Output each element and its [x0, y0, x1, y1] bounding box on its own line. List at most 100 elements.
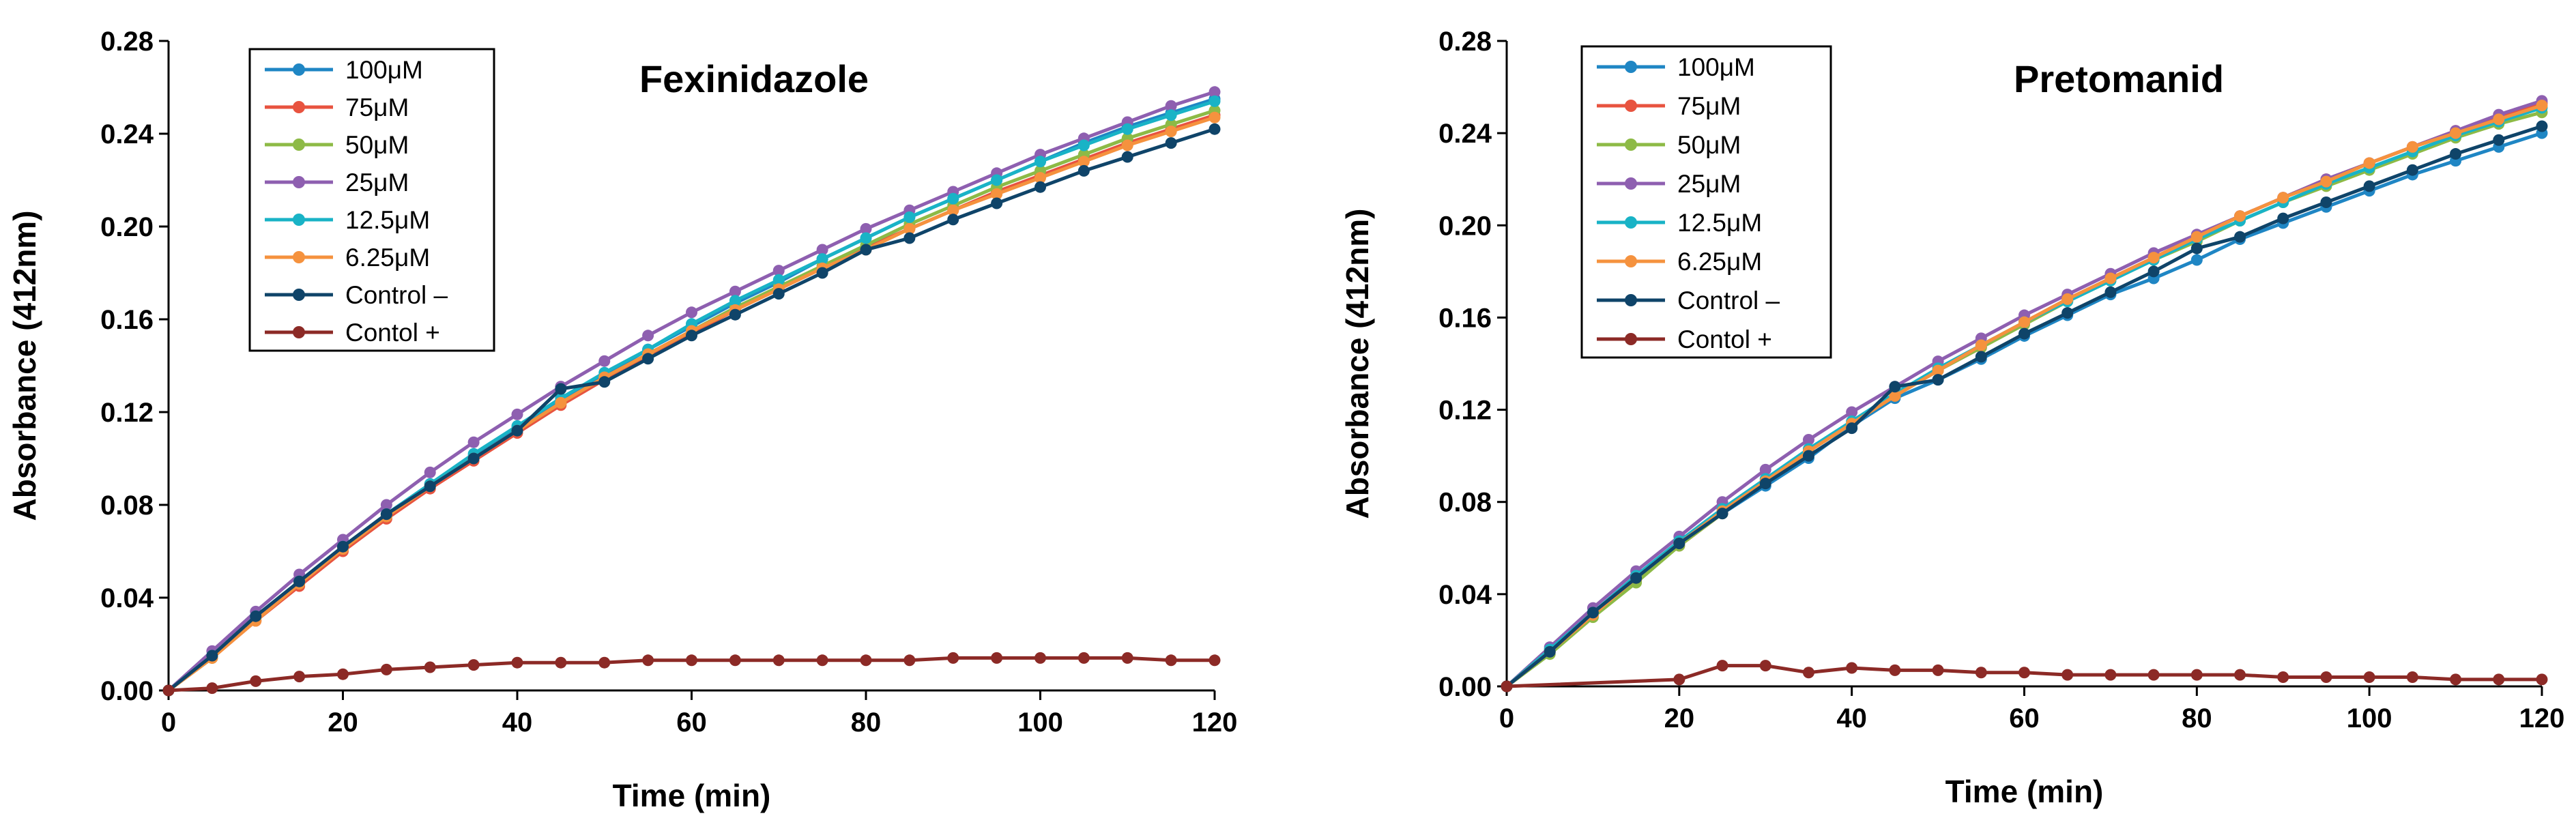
data-point — [424, 466, 436, 478]
data-point — [1846, 662, 1858, 674]
data-point — [2363, 671, 2375, 683]
data-point — [2190, 242, 2203, 254]
data-point — [816, 654, 828, 667]
y-axis-title: Absorbance (412nm) — [1340, 208, 1375, 519]
data-point — [2018, 327, 2030, 340]
legend-item: 100μM — [265, 56, 423, 84]
data-point — [947, 192, 959, 205]
data-point — [1932, 374, 1944, 386]
legend-marker — [1625, 138, 1637, 151]
y-tick-label: 0.28 — [100, 27, 154, 57]
data-point — [1716, 660, 1728, 672]
chart-panel-2: 0.00 0.04 0.08 0.12 0.16 0.20 0.24 0.28 0 20 40 60 8… — [1340, 27, 2564, 809]
data-point — [162, 684, 175, 697]
legend-label: 50μM — [1677, 131, 1741, 159]
legend-label: 100μM — [1677, 53, 1755, 81]
legend: 100μM 75μM 50μM 25μM 12.5μM 6.25μM Control – Co… — [248, 48, 495, 352]
y-tick-label: 0.20 — [100, 212, 154, 242]
chart-panel-1: 0.00 0.04 0.08 0.12 0.16 0.20 0.24 0.28 0 20 40 60 8… — [7, 27, 1237, 813]
data-point — [2147, 252, 2160, 264]
data-point — [2147, 265, 2160, 278]
legend-marker — [1625, 61, 1637, 73]
data-point — [2450, 673, 2462, 686]
x-axis-title: Time (min) — [1945, 774, 2104, 809]
data-point — [903, 232, 916, 244]
legend-item: 6.25μM — [1597, 248, 1762, 276]
legend-marker — [293, 251, 305, 263]
data-point — [250, 610, 262, 622]
data-point — [1165, 109, 1177, 121]
data-point — [991, 652, 1003, 664]
data-point — [947, 214, 959, 226]
data-point — [1587, 607, 1599, 619]
data-point — [424, 661, 436, 673]
data-point — [1630, 572, 1642, 584]
data-point — [1975, 351, 1987, 363]
x-tick-label: 0 — [1499, 703, 1514, 733]
data-point — [729, 308, 741, 321]
data-point — [1165, 126, 1177, 138]
data-point — [2320, 196, 2332, 208]
data-point — [2061, 669, 2074, 681]
legend-label: 75μM — [1677, 92, 1741, 120]
data-point — [686, 330, 697, 342]
data-point — [1889, 390, 1901, 402]
data-point — [2406, 164, 2418, 176]
x-tick-label: 120 — [2519, 703, 2565, 733]
data-point — [1165, 137, 1177, 149]
data-point — [1034, 181, 1046, 193]
data-point — [1077, 652, 1090, 664]
data-point — [1034, 156, 1046, 168]
series-8 — [162, 652, 1221, 697]
y-tick-label: 0.24 — [100, 119, 154, 149]
legend-item: 12.5μM — [265, 206, 430, 234]
data-point — [380, 663, 392, 675]
legend-box — [248, 48, 495, 352]
legend-marker — [293, 63, 305, 76]
data-point — [511, 424, 523, 437]
legend-item: 75μM — [265, 93, 409, 121]
legend-item: 75μM — [1597, 92, 1741, 120]
legend-label: 6.25μM — [1677, 248, 1762, 276]
legend-marker — [293, 326, 305, 338]
legend-label: 100μM — [345, 56, 423, 84]
data-point — [729, 285, 741, 297]
data-point — [1802, 433, 1814, 446]
data-point — [772, 265, 785, 277]
data-point — [598, 376, 611, 388]
y-tick-label: 0.16 — [100, 305, 154, 335]
data-point — [642, 330, 654, 342]
y-tick-label: 0.04 — [100, 583, 154, 613]
data-point — [1209, 111, 1221, 123]
legend-label: Contol + — [1677, 325, 1772, 353]
data-point — [2536, 100, 2548, 112]
data-point — [2277, 212, 2289, 224]
data-point — [2406, 141, 2418, 153]
data-point — [206, 650, 218, 662]
data-point — [1121, 139, 1133, 151]
x-tick-label: 20 — [1664, 703, 1695, 733]
data-point — [816, 253, 828, 265]
data-point — [2320, 175, 2332, 188]
data-point — [1802, 450, 1814, 462]
data-point — [2190, 254, 2203, 266]
data-point — [1209, 95, 1221, 107]
x-tick-label: 60 — [676, 708, 707, 738]
series-7 — [162, 123, 1221, 697]
data-point — [2061, 293, 2074, 305]
data-point — [860, 222, 872, 235]
data-point — [511, 656, 523, 669]
legend-item: 25μM — [1597, 170, 1741, 198]
data-point — [1716, 508, 1728, 520]
legend-marker — [1625, 255, 1637, 267]
series-line — [1506, 664, 2542, 688]
data-point — [2018, 667, 2030, 679]
data-point — [2450, 148, 2462, 160]
legend-label: 50μM — [345, 131, 409, 159]
data-point — [729, 654, 741, 667]
legend-marker — [293, 138, 305, 151]
x-tick-label: 40 — [502, 708, 533, 738]
data-point — [467, 452, 480, 465]
data-point — [2234, 231, 2246, 243]
data-point — [686, 306, 697, 319]
